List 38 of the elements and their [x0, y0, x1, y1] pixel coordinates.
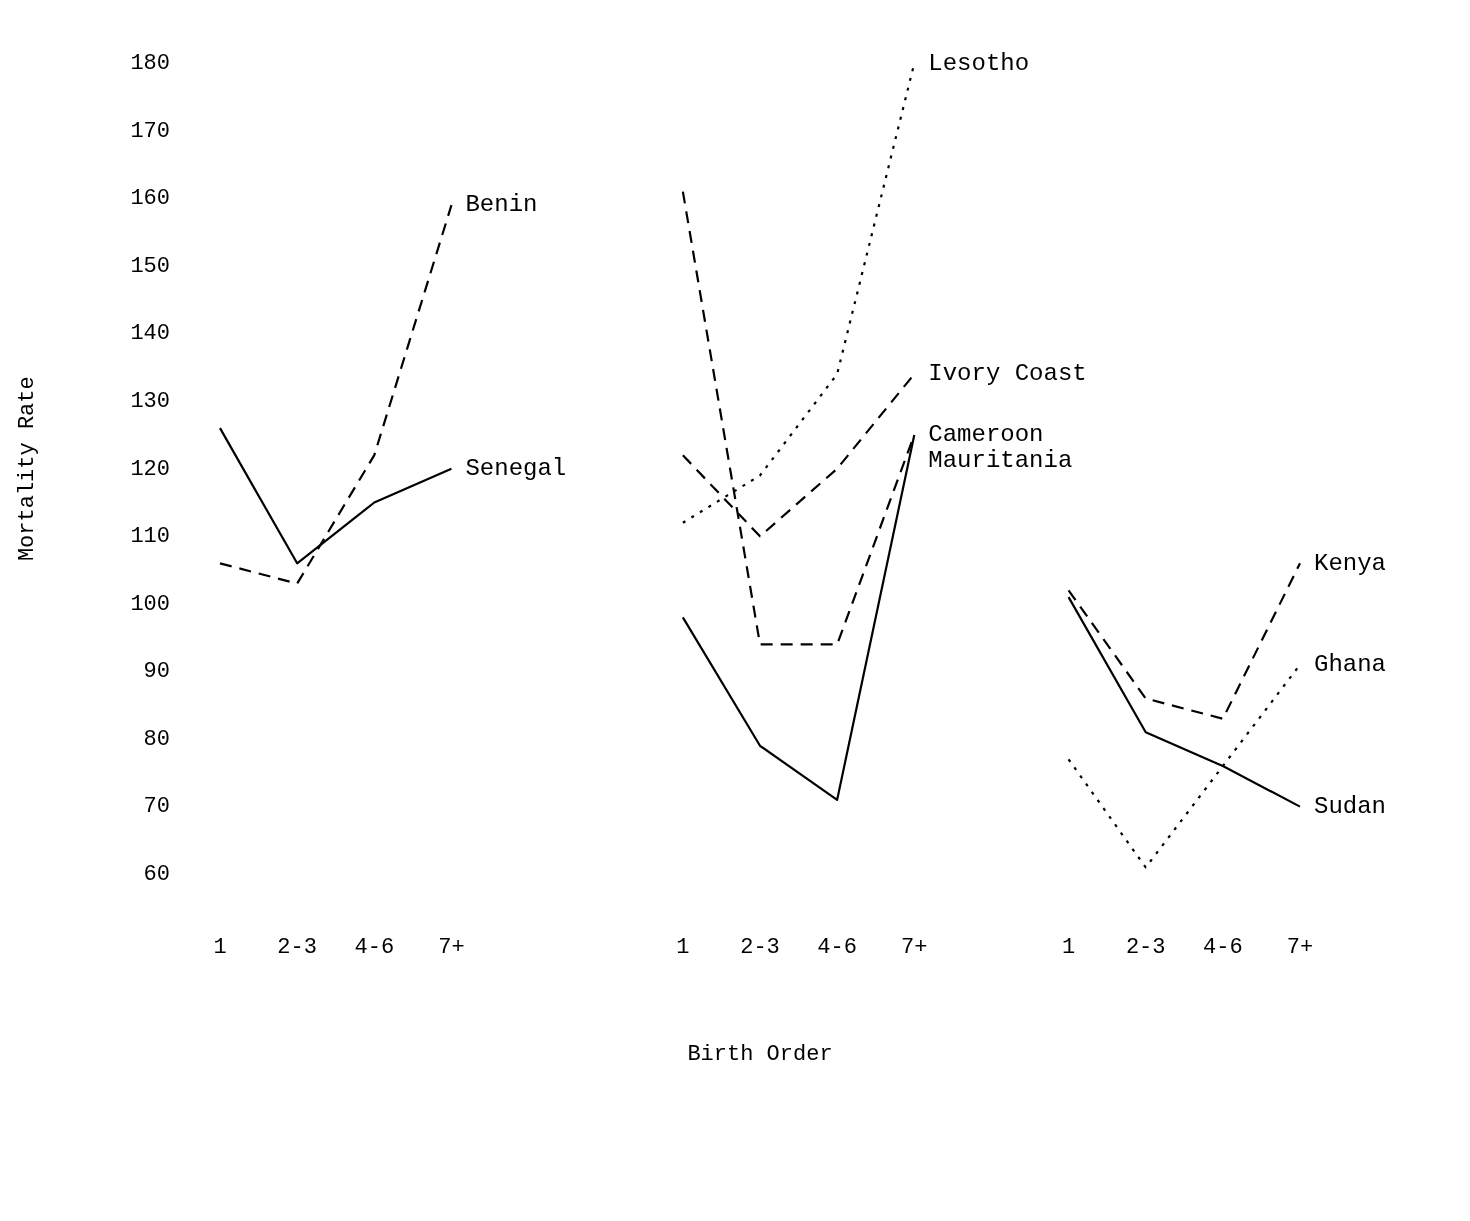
- series-label: Sudan: [1314, 792, 1387, 820]
- line-series: [218, 204, 453, 585]
- series-label: Benin: [465, 191, 538, 219]
- y-tick-label: 160: [130, 186, 171, 212]
- x-tick-label: 1: [1061, 935, 1076, 961]
- y-tick-label: 60: [143, 862, 171, 888]
- y-tick-label: 150: [130, 253, 171, 279]
- y-tick-label: 80: [143, 726, 171, 752]
- x-tick-label: 4-6: [817, 935, 857, 961]
- x-tick-label: 4-6: [1203, 935, 1243, 961]
- y-axis-title: Mortality Rate: [15, 376, 41, 562]
- x-tick-label: 2-3: [277, 935, 317, 961]
- series-label: Lesotho: [928, 49, 1030, 77]
- y-tick-label: 130: [130, 388, 171, 414]
- series-label: Kenya: [1314, 549, 1387, 577]
- x-tick-label: 4-6: [354, 935, 395, 961]
- y-tick-label: 180: [130, 51, 171, 77]
- y-tick-label: 100: [130, 591, 171, 617]
- y-tick-label: 120: [130, 456, 171, 482]
- y-tick-label: 140: [130, 321, 171, 347]
- y-tick-label: 110: [130, 524, 171, 550]
- series-label: Ivory Coast: [928, 360, 1087, 388]
- series-label: Mauritania: [928, 447, 1073, 475]
- y-tick-label: 70: [143, 794, 171, 820]
- x-tick-label: 7+: [1286, 935, 1314, 961]
- x-tick-label: 2-3: [740, 935, 780, 961]
- x-tick-label: 2-3: [1125, 935, 1166, 961]
- line-series: [1067, 562, 1302, 720]
- x-tick-label: 7+: [901, 935, 928, 961]
- x-axis-title: Birth Order: [687, 1041, 833, 1067]
- x-tick-label: 7+: [438, 935, 465, 961]
- series-label: Senegal: [465, 455, 567, 483]
- x-tick-label: 1: [676, 935, 690, 961]
- series-label: Cameroon: [928, 421, 1044, 449]
- x-tick-label: 1: [213, 935, 227, 961]
- y-tick-label: 170: [130, 118, 171, 144]
- y-tick-label: 90: [143, 659, 171, 685]
- series-label: Ghana: [1314, 651, 1387, 679]
